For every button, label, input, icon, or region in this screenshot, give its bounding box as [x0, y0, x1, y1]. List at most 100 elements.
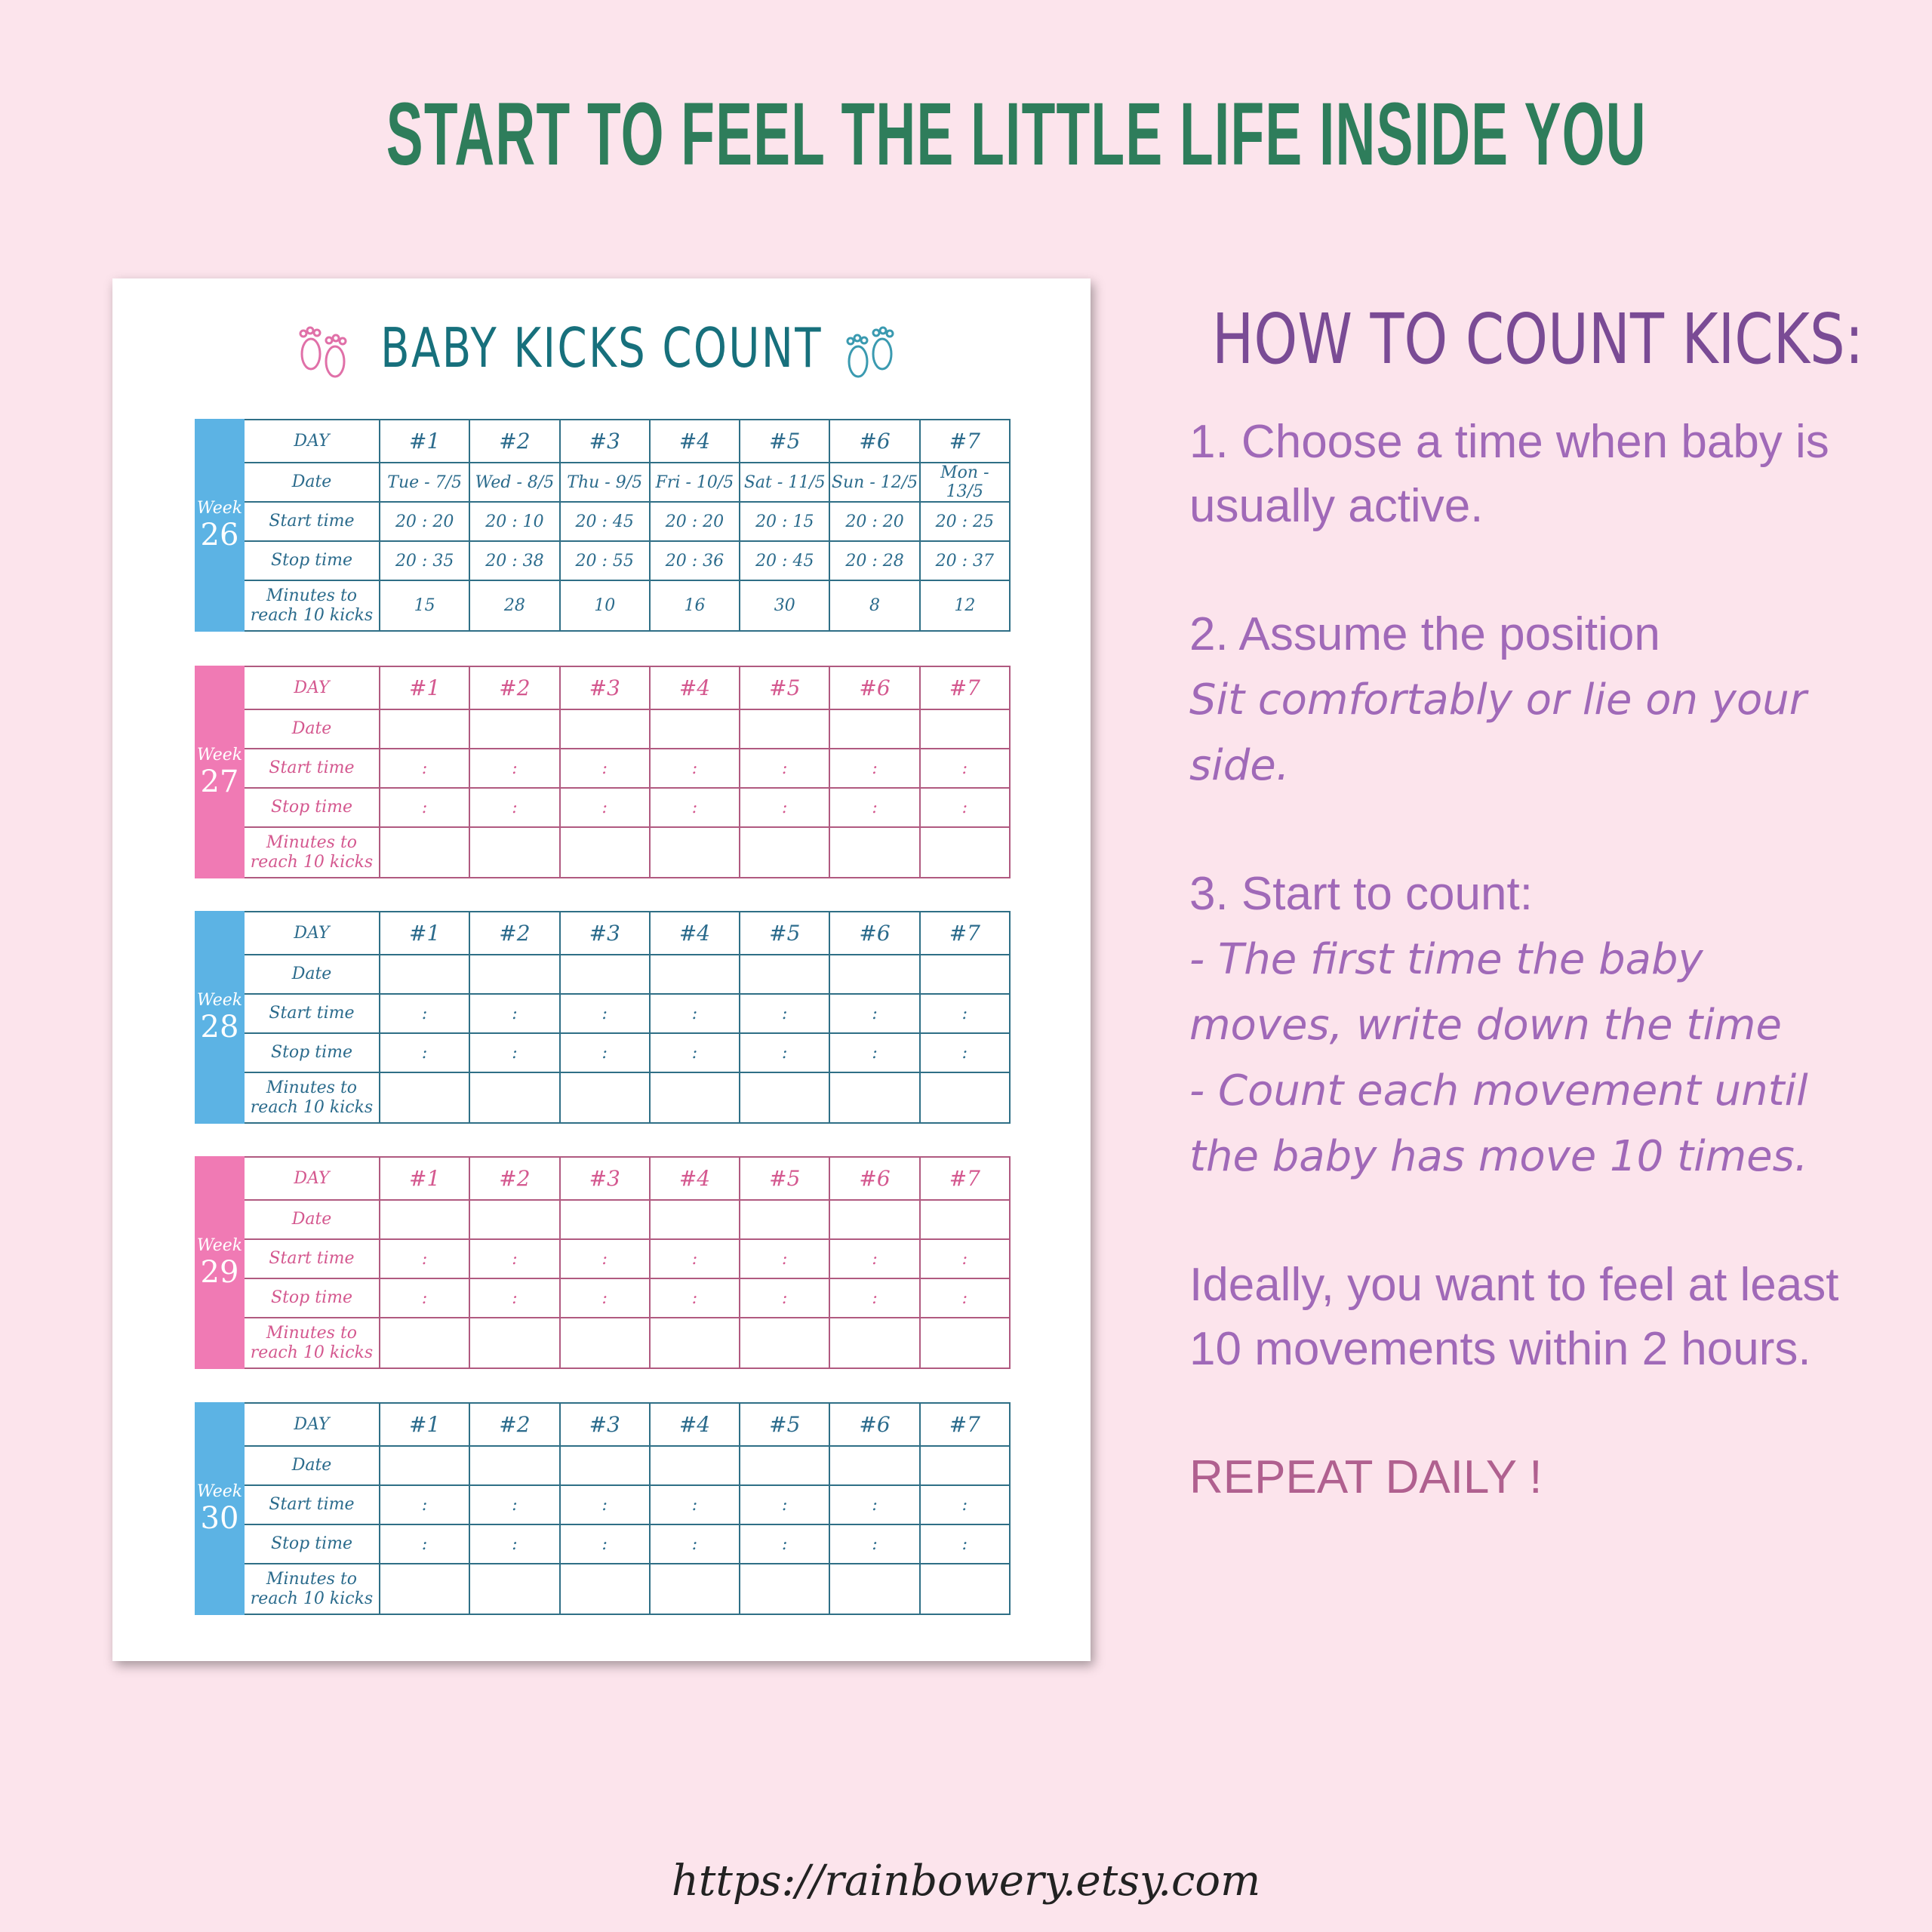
table-row: Date [195, 1199, 1011, 1240]
table-cell: Wed - 8/5 [469, 462, 561, 503]
step: 1. Choose a time when baby is usually ac… [1189, 410, 1869, 538]
table-row: Week 28 DAY #1 #2 #3 #4 #5 #6 #7 [195, 911, 1011, 1124]
week-table: Week 30 DAY #1 #2 #3 #4 #5 #6 #7 Date Start time:::… [195, 1402, 1011, 1615]
step-heading: 2. Assume the position [1189, 608, 1660, 660]
table-cell [829, 1445, 921, 1486]
table-cell: #2 [469, 666, 561, 710]
sheet-title: BABY KICKS COUNT [380, 316, 823, 380]
table-row: Date Tue - 7/5 Wed - 8/5 Thu - 9/5 Fri - 10/… [195, 462, 1011, 503]
table-cell [469, 826, 561, 878]
row-label: Minutes to reach 10 kicks [243, 1317, 380, 1369]
table-cell: Tue - 7/5 [378, 462, 471, 503]
table-cell: : [648, 1524, 741, 1564]
table-cell: #7 [918, 419, 1011, 463]
table-row: Start time::::::: [195, 1484, 1011, 1525]
week-number: 26 [200, 517, 239, 552]
row-label: Start time [243, 748, 380, 789]
table-cell: Fri - 10/5 [648, 462, 741, 503]
row-label: Date [243, 709, 380, 749]
table-cell: : [558, 993, 651, 1034]
week-number: 28 [200, 1009, 239, 1044]
table-row: Date [195, 954, 1011, 995]
table-cell: : [469, 748, 561, 789]
table-cell: : [918, 1238, 1011, 1279]
table-cell: : [378, 1278, 471, 1318]
table-cell: #5 [739, 1402, 831, 1447]
table-cell [378, 709, 471, 749]
table-cell [918, 1317, 1011, 1369]
table-row: Stop time::::::: [195, 1524, 1011, 1564]
table-cell: #2 [469, 1156, 561, 1201]
table-row: Week 26 DAY #1 #2 #3 #4 #5 #6 #7 [195, 419, 1011, 632]
table-cell [469, 954, 561, 995]
table-cell [469, 1072, 561, 1124]
week-band: Week 30 [195, 1402, 245, 1615]
table-cell [558, 709, 651, 749]
table-row: Minutes to reach 10 kicks 15 28 10 16 30 8 12 [195, 580, 1011, 632]
week-table: Week 28 DAY #1 #2 #3 #4 #5 #6 #7 Date Start time:::… [195, 911, 1011, 1124]
table-cell [648, 1072, 741, 1124]
table-cell: #3 [558, 911, 651, 955]
table-cell: 12 [918, 580, 1011, 632]
table-cell [469, 1445, 561, 1486]
table-cell: 20 : 37 [918, 540, 1011, 581]
table-cell: : [739, 1238, 831, 1279]
table-cell: : [378, 1032, 471, 1073]
table-cell [739, 1563, 831, 1615]
table-cell: #4 [648, 1156, 741, 1201]
feet-icon [846, 326, 894, 378]
table-cell: #7 [918, 911, 1011, 955]
table-cell [558, 1072, 651, 1124]
table-cell [739, 826, 831, 878]
row-label: Start time [243, 501, 380, 542]
table-cell: #4 [648, 911, 741, 955]
table-cell: : [829, 1238, 921, 1279]
table-row: Start time::::::: [195, 748, 1011, 789]
table-cell [558, 1563, 651, 1615]
week-label: Week [196, 1235, 243, 1255]
table-cell: 10 [558, 580, 651, 632]
step-heading: 3. Start to count: [1189, 868, 1533, 920]
table-cell: : [378, 787, 471, 828]
table-cell: #4 [648, 666, 741, 710]
table-cell [918, 826, 1011, 878]
table-cell [648, 1563, 741, 1615]
table-cell: 20 : 55 [558, 540, 651, 581]
row-label: Date [243, 1199, 380, 1240]
table-cell: #6 [829, 1402, 921, 1447]
table-cell: #1 [378, 666, 471, 710]
row-label: Stop time [243, 1032, 380, 1073]
table-cell: Mon - 13/5 [918, 462, 1011, 503]
table-cell: Thu - 9/5 [558, 462, 651, 503]
table-cell: : [918, 787, 1011, 828]
week-number: 30 [200, 1500, 239, 1536]
table-cell: #4 [648, 419, 741, 463]
table-cell: #5 [739, 666, 831, 710]
row-label: Minutes to reach 10 kicks [243, 1072, 380, 1124]
table-cell: : [829, 748, 921, 789]
table-cell [378, 1072, 471, 1124]
row-label: Start time [243, 993, 380, 1034]
table-cell: #1 [378, 911, 471, 955]
step-detail: Sit comfortably or lie on your side. [1189, 675, 1807, 790]
kick-sheet: BABY KICKS COUNT Week 26 DAY #1 #2 #3 #4 #5 #6 #7… [112, 278, 1091, 1661]
row-label: Start time [243, 1238, 380, 1279]
table-cell [829, 826, 921, 878]
table-cell: #3 [558, 1402, 651, 1447]
row-label: DAY [243, 666, 380, 710]
table-row: Start time::::::: [195, 993, 1011, 1034]
table-cell: #2 [469, 1402, 561, 1447]
table-cell: 8 [829, 580, 921, 632]
table-cell: : [648, 1032, 741, 1073]
table-cell [469, 1317, 561, 1369]
table-cell: #6 [829, 911, 921, 955]
row-label: Minutes to reach 10 kicks [243, 1563, 380, 1615]
table-cell: : [469, 787, 561, 828]
table-cell [829, 1563, 921, 1615]
table-cell: : [739, 1524, 831, 1564]
table-cell [918, 1563, 1011, 1615]
week-table: Week 26 DAY #1 #2 #3 #4 #5 #6 #7 Date Tue - 7/5 Wed … [195, 419, 1011, 632]
table-cell [378, 1445, 471, 1486]
table-cell: : [378, 748, 471, 789]
